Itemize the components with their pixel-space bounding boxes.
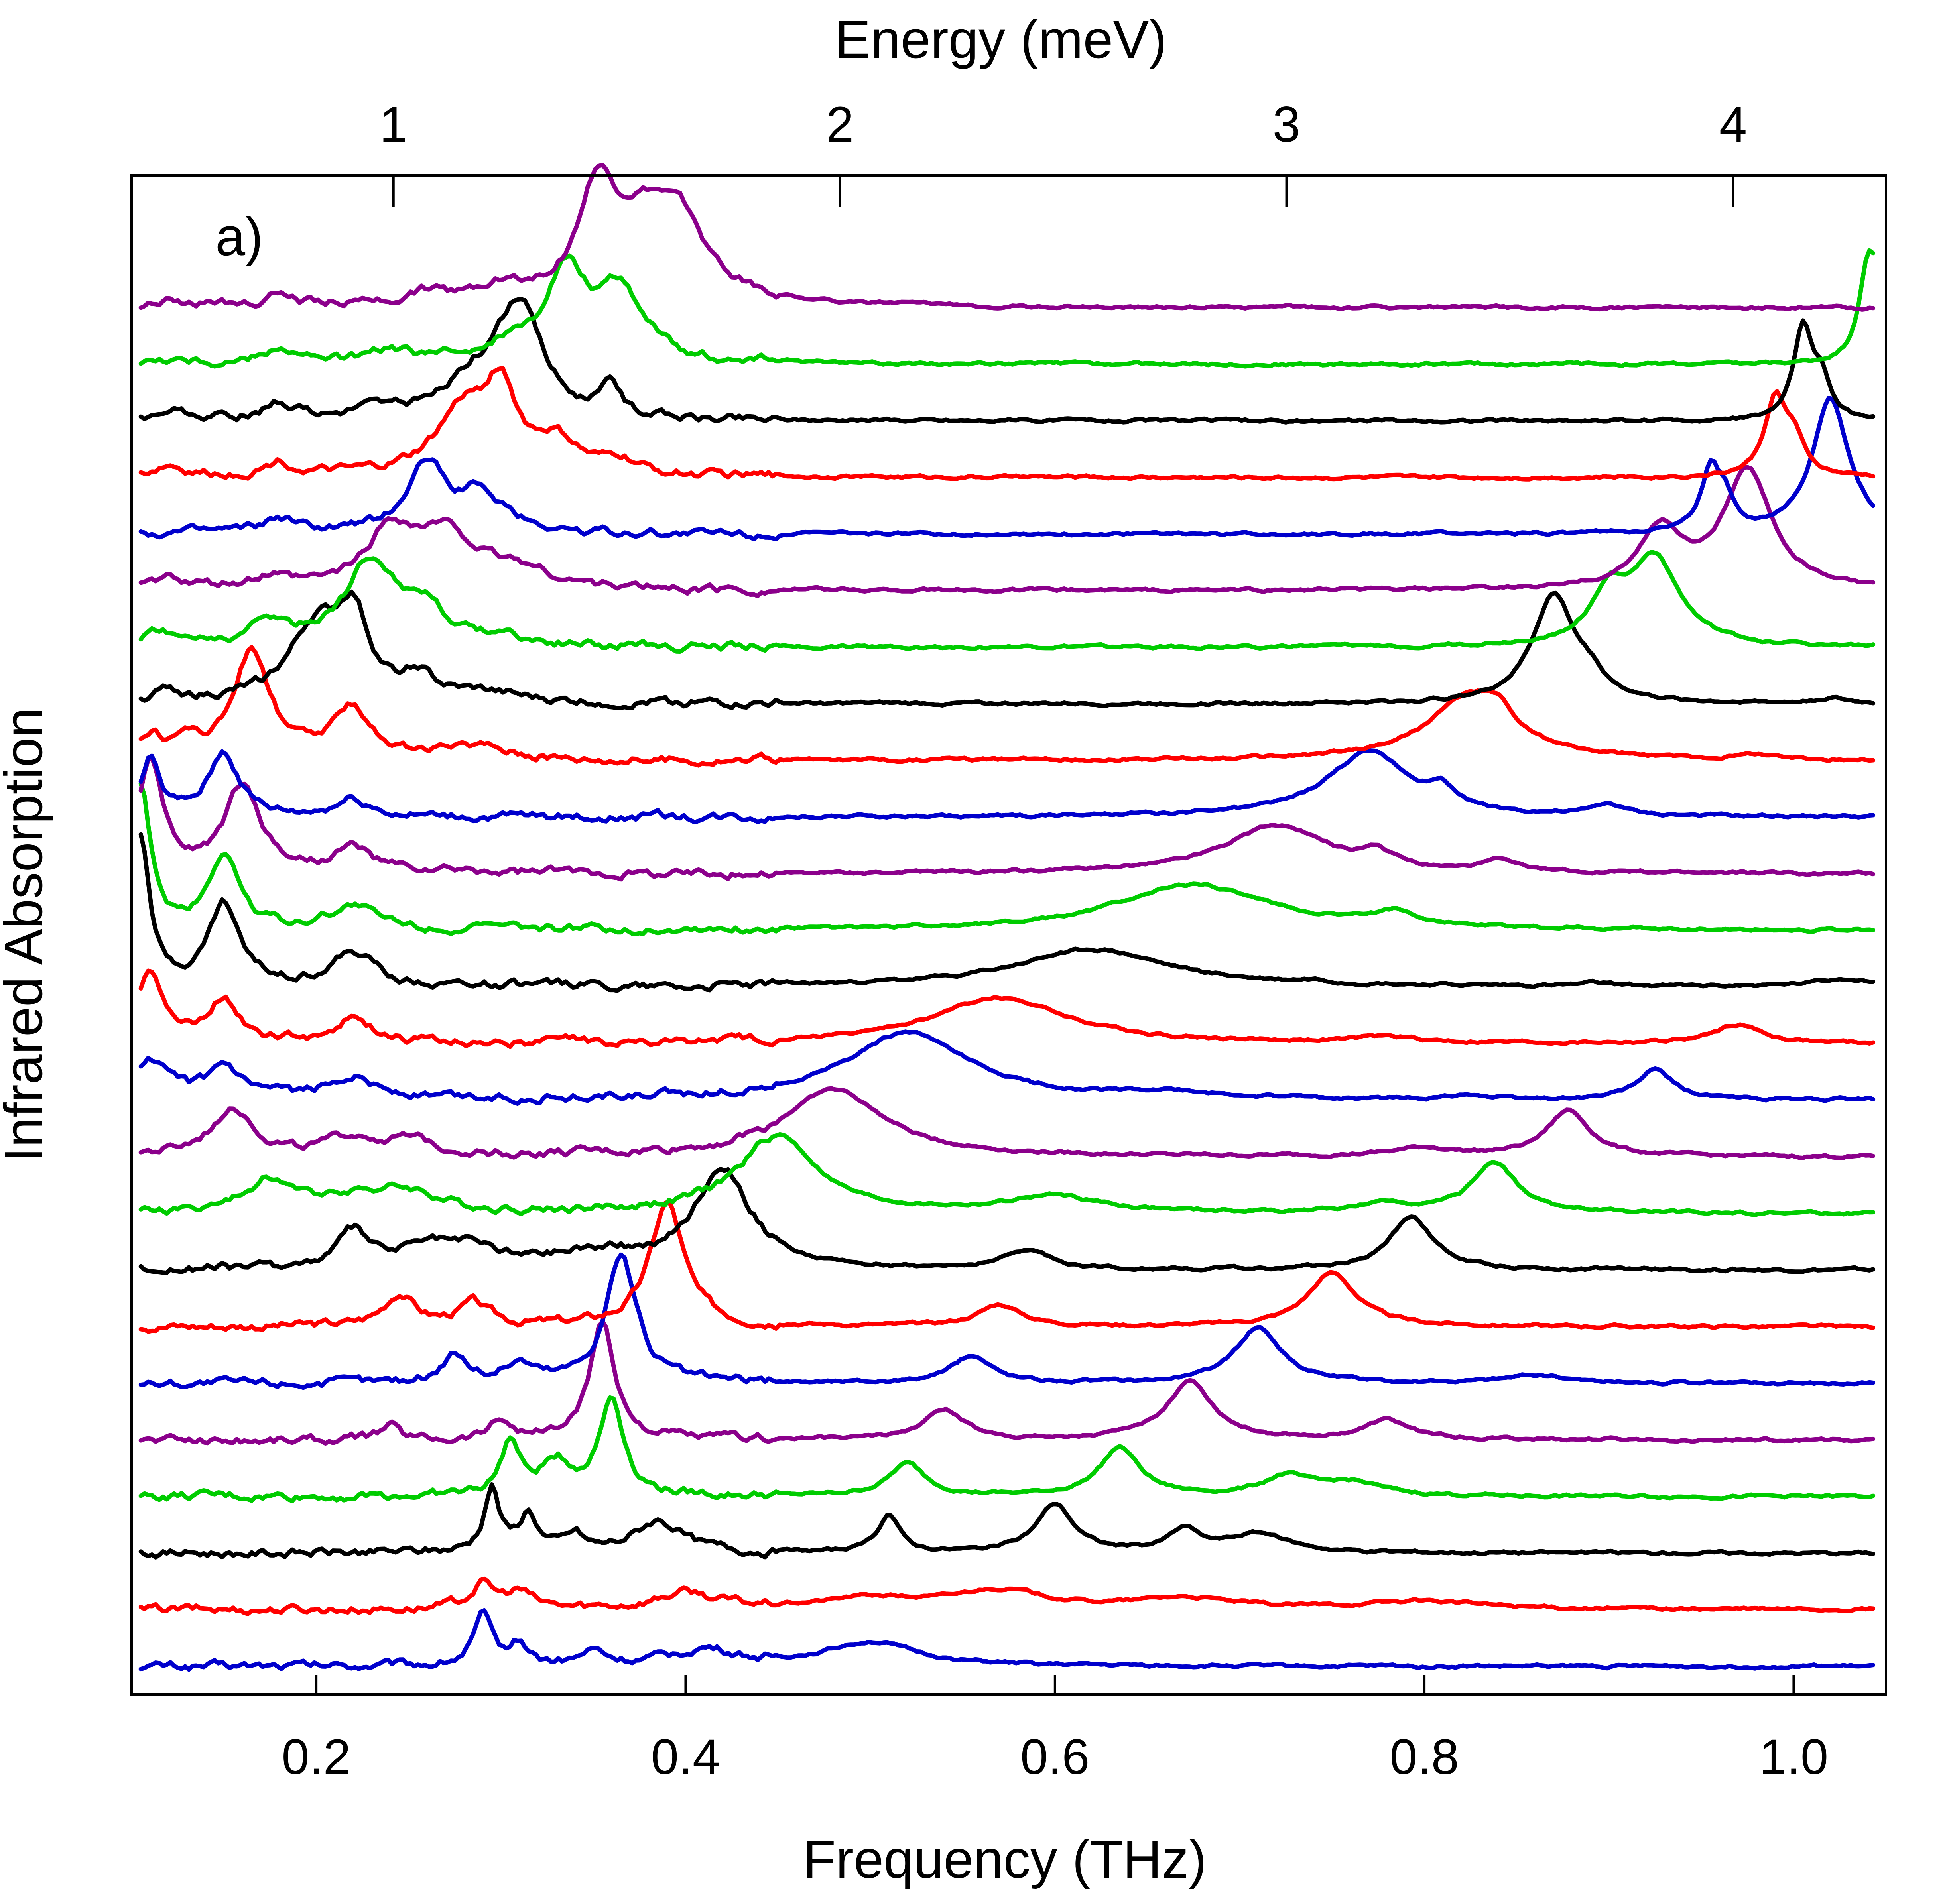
panel-label: a)	[215, 207, 263, 267]
series-line-19	[138, 550, 1876, 654]
series-line-18	[138, 589, 1876, 710]
series-line-12	[138, 968, 1876, 1049]
series-line-15	[138, 755, 1876, 882]
series-line-22	[138, 366, 1876, 482]
x-tick-label: 0.4	[651, 1729, 721, 1785]
series-line-24	[138, 248, 1876, 369]
series-line-16	[138, 748, 1876, 825]
series-line-17	[138, 645, 1876, 768]
series-line-3	[138, 1482, 1876, 1560]
series-line-13	[138, 832, 1876, 993]
series-line-14	[138, 781, 1876, 936]
top-axis: 1 2 3 4	[380, 97, 1747, 207]
series-line-2	[138, 1576, 1876, 1616]
series-line-6	[138, 1252, 1876, 1390]
plot-frame	[130, 174, 1887, 1696]
series-layer	[138, 163, 1876, 1672]
x-tick-label: 0.6	[1020, 1729, 1090, 1785]
top-tick-label: 3	[1273, 97, 1301, 152]
series-line-1	[138, 1608, 1876, 1672]
series-line-25	[138, 163, 1876, 312]
series-line-20	[138, 465, 1876, 598]
x-tick-label: 0.2	[282, 1729, 351, 1785]
bottom-axis: 0.2 0.4 0.6 0.8 1.0	[282, 1675, 1828, 1785]
series-line-7	[138, 1199, 1876, 1334]
series-line-8	[138, 1167, 1876, 1275]
top-tick-label: 1	[380, 97, 408, 152]
top-axis-title: Energy (meV)	[835, 9, 1167, 69]
x-tick-label: 0.8	[1390, 1729, 1459, 1785]
y-axis-title: Infrared Absorption	[0, 708, 53, 1162]
series-line-11	[138, 1029, 1876, 1106]
top-tick-label: 4	[1719, 97, 1747, 152]
series-line-10	[138, 1086, 1876, 1160]
series-line-23	[138, 297, 1876, 425]
top-tick-label: 2	[826, 97, 854, 152]
series-line-5	[138, 1319, 1876, 1446]
series-line-9	[138, 1132, 1876, 1217]
series-line-4	[138, 1395, 1876, 1503]
series-line-21	[138, 396, 1876, 541]
x-tick-label: 1.0	[1759, 1729, 1829, 1785]
x-axis-title: Frequency (THz)	[803, 1829, 1207, 1889]
